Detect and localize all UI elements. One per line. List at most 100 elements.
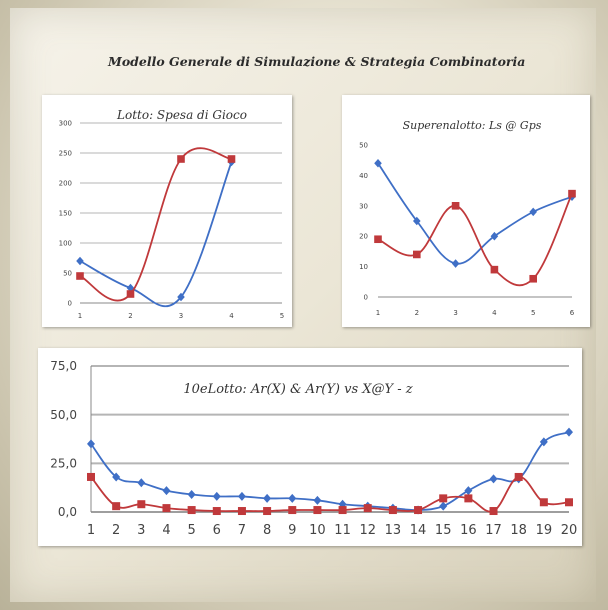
x-tick-label: 7 — [238, 523, 246, 538]
data-point-diamond — [451, 259, 460, 268]
x-tick-label: 1 — [87, 523, 95, 538]
x-tick-label: 3 — [137, 523, 145, 538]
chart-panel-lotto: Lotto: Spesa di Gioco 0 50 100 150 200 250 300 1… — [42, 95, 292, 327]
data-point-square — [414, 506, 423, 515]
data-point-diamond — [76, 256, 84, 266]
x-tick-label: 2 — [415, 309, 419, 317]
data-point-square — [338, 506, 347, 515]
data-point-square — [388, 506, 397, 515]
data-point-square — [177, 155, 185, 163]
data-point-square — [237, 507, 246, 516]
y-tick-label: 200 — [59, 179, 72, 187]
chart-panel-10elotto: 10eLotto: Ar(X) & Ar(Y) vs X@Y - z 0,0 25,… — [38, 348, 582, 546]
chart-title: 10eLotto: Ar(X) & Ar(Y) vs X@Y - z — [183, 382, 412, 397]
data-point-square — [490, 265, 499, 274]
y-tick-label: 0 — [364, 293, 368, 301]
data-point-square — [212, 507, 221, 516]
x-tick-label: 5 — [531, 309, 535, 317]
x-tick-label: 3 — [453, 309, 457, 317]
x-tick-label: 16 — [460, 523, 477, 538]
data-point-diamond — [539, 437, 548, 447]
data-point-square — [137, 500, 146, 509]
data-point-square — [187, 506, 196, 515]
y-tick-label: 10 — [359, 263, 368, 271]
series-line — [90, 431, 570, 511]
x-tick-label: 12 — [359, 523, 376, 538]
x-tick-label: 9 — [288, 523, 296, 538]
y-tick-label: 250 — [59, 149, 72, 157]
y-tick-label: 25,0 — [50, 457, 77, 471]
chart-title: Lotto: Spesa di Gioco — [116, 108, 247, 122]
x-tick-label: 19 — [536, 523, 553, 538]
data-point-square — [413, 250, 421, 259]
data-point-square — [514, 472, 523, 481]
x-tick-label: 18 — [510, 523, 527, 538]
data-point-square — [568, 189, 576, 198]
x-tick-label: 6 — [570, 309, 575, 317]
data-point-diamond — [177, 292, 185, 302]
x-tick-label: 10 — [309, 523, 326, 538]
x-tick-label: 13 — [385, 523, 402, 538]
y-tick-label: 75,0 — [50, 359, 77, 373]
x-tick-label: 1 — [376, 309, 380, 317]
data-point-square — [529, 274, 537, 283]
page-title: Modello Generale di Simulazione & Strate… — [108, 54, 526, 69]
x-tick-label: 14 — [410, 523, 427, 538]
data-point-square — [288, 506, 297, 515]
x-tick-label: 5 — [280, 312, 284, 320]
data-point-square — [263, 507, 272, 516]
data-point-square — [489, 507, 498, 516]
series-line — [79, 161, 233, 308]
y-tick-label: 20 — [359, 233, 368, 241]
x-tick-label: 8 — [263, 523, 271, 538]
data-point-diamond — [565, 427, 573, 437]
y-tick-label: 0,0 — [58, 505, 77, 519]
y-tick-label: 300 — [59, 119, 72, 127]
data-point-square — [76, 272, 84, 280]
series-line — [79, 147, 232, 302]
data-point-diamond — [374, 158, 382, 168]
x-tick-label: 4 — [162, 523, 170, 538]
data-point-diamond — [237, 491, 246, 501]
x-tick-label: 6 — [213, 523, 221, 538]
data-point-square — [565, 498, 573, 507]
data-point-square — [464, 494, 473, 503]
data-point-diamond — [212, 491, 221, 501]
x-tick-label: 3 — [179, 312, 183, 320]
data-point-diamond — [490, 231, 499, 241]
data-point-square — [126, 290, 135, 298]
data-point-diamond — [263, 493, 272, 503]
data-point-diamond — [288, 493, 297, 503]
data-point-diamond — [87, 439, 95, 449]
data-point-square — [313, 506, 322, 515]
series-line — [377, 162, 573, 265]
y-tick-label: 100 — [59, 239, 72, 247]
data-point-diamond — [187, 489, 196, 499]
x-tick-label: 4 — [229, 312, 234, 320]
data-point-square — [112, 502, 121, 511]
x-tick-label: 11 — [334, 523, 351, 538]
data-point-square — [363, 504, 372, 513]
data-point-square — [227, 155, 236, 163]
data-point-square — [162, 504, 171, 513]
x-tick-label: 1 — [78, 312, 82, 320]
x-tick-label: 4 — [492, 309, 497, 317]
x-tick-label: 20 — [561, 523, 578, 538]
data-point-diamond — [529, 207, 537, 217]
y-tick-label: 0 — [68, 299, 72, 307]
y-tick-label: 30 — [359, 202, 368, 210]
data-point-diamond — [137, 478, 146, 488]
data-point-square — [539, 498, 548, 507]
x-tick-label: 2 — [112, 523, 120, 538]
y-tick-label: 50 — [359, 141, 368, 149]
chart-superenalotto-svg: Superenalotto: Ls @ Gps 0 10 20 30 40 50 1 2 3 4 5 6 — [359, 119, 576, 317]
y-tick-label: 40 — [359, 172, 368, 180]
y-tick-label: 50 — [63, 269, 72, 277]
chart-10elotto-svg: 10eLotto: Ar(X) & Ar(Y) vs X@Y - z 0,0 25,… — [50, 359, 578, 538]
chart-panel-superenalotto: Superenalotto: Ls @ Gps 0 10 20 30 40 50 1 2 3 4 5 6 — [342, 95, 590, 327]
data-point-diamond — [464, 486, 473, 496]
x-tick-label: 17 — [485, 523, 502, 538]
y-tick-label: 50,0 — [50, 408, 77, 422]
chart-lotto-svg: Lotto: Spesa di Gioco 0 50 100 150 200 250 300 1… — [59, 108, 285, 320]
data-point-square — [87, 472, 95, 481]
